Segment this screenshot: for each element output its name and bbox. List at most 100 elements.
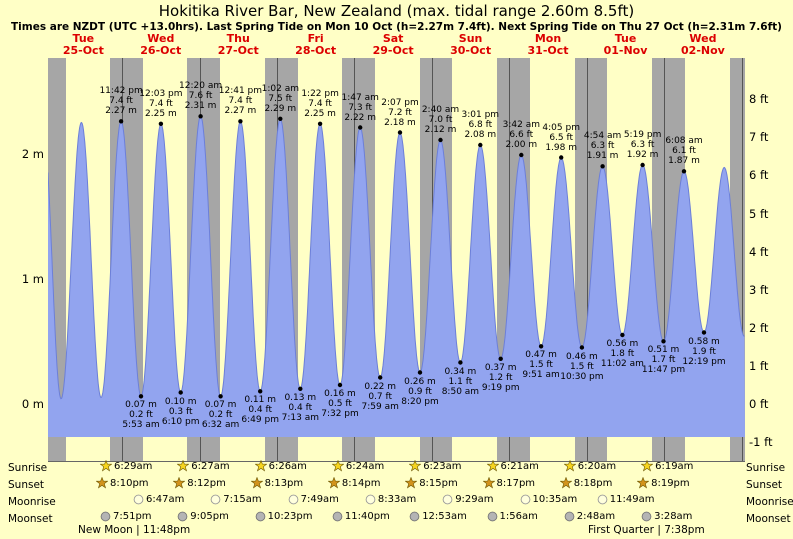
low-tide-dot xyxy=(620,332,625,338)
sunset-star-icon xyxy=(637,477,650,489)
high-tide-dot xyxy=(238,119,243,124)
sunrise-star-icon xyxy=(641,460,654,472)
sunset-entry: 8:15pm xyxy=(405,477,458,489)
moonrise-entry: 11:49am xyxy=(597,494,654,505)
row-label-sunrise-right: Sunrise xyxy=(746,462,786,474)
day-name: Tue xyxy=(614,32,637,45)
tide-label-line: 7.4 ft xyxy=(228,96,253,107)
tick-label-ft: 4 ft xyxy=(749,244,769,259)
moonset-entry: 12:53am xyxy=(409,511,467,522)
sunset-time: 8:13pm xyxy=(264,477,304,489)
tide-label-line: 1:47 am xyxy=(341,92,379,103)
low-tide-label: 0.22 m 0.7 ft 7:59 am xyxy=(362,382,399,412)
tick-label-ft: 1 ft xyxy=(749,358,769,373)
tide-label-line: 0.07 m xyxy=(204,400,237,411)
tide-label-line: 2.00 m xyxy=(505,140,538,150)
sunset-time: 8:14pm xyxy=(341,477,381,489)
tide-label-line: 1.8 ft xyxy=(610,349,635,359)
tide-label-line: 0.58 m xyxy=(688,336,720,347)
sunrise-time: 6:21am xyxy=(500,460,539,472)
tide-label-line: 2.27 m xyxy=(105,106,137,117)
moonset-entry: 10:23pm xyxy=(255,511,313,522)
tide-label-line: 1.98 m xyxy=(545,142,578,153)
tide-label-line: 2.22 m xyxy=(344,112,377,123)
tick-label-m: 1 m xyxy=(21,272,44,286)
tide-label-line: 1.5 ft xyxy=(529,360,553,371)
tide-label-line: 7.3 ft xyxy=(348,102,373,113)
day-label: Thu 27-Oct xyxy=(218,33,259,57)
tide-label-line: 2.25 m xyxy=(145,108,177,119)
tide-label-line: 7.4 ft xyxy=(308,98,332,109)
high-tide-dot xyxy=(198,114,203,119)
day-label: Wed 02-Nov xyxy=(681,33,725,57)
tick-label-m: 0 m xyxy=(21,397,44,411)
sunset-entry: 8:19pm xyxy=(637,477,690,489)
high-tide-label: 1:22 pm 7.4 ft 2.25 m xyxy=(301,89,339,119)
day-label: Tue 01-Nov xyxy=(604,33,648,57)
moonset-entry: 9:05pm xyxy=(177,511,229,522)
tick-label-ft: 6 ft xyxy=(749,168,769,183)
moonset-circle-icon xyxy=(332,511,343,522)
moon-phase-label: New Moon | 11:48pm xyxy=(78,524,191,536)
sunrise-time: 6:26am xyxy=(268,460,307,472)
tide-area-fill xyxy=(48,116,745,438)
moonrise-time: 10:35am xyxy=(532,494,578,505)
moonrise-entry: 7:15am xyxy=(210,494,262,505)
sunset-star-icon xyxy=(559,477,572,489)
low-tide-dot xyxy=(579,345,585,350)
tick-label-ft: -1 ft xyxy=(749,435,773,450)
day-name: Wed xyxy=(689,32,717,45)
sunrise-time: 6:24am xyxy=(345,460,385,472)
tide-label-line: 0.37 m xyxy=(484,362,517,373)
tide-label-line: 4:54 am xyxy=(583,131,622,142)
low-tide-dot xyxy=(458,360,463,365)
sunrise-star-icon xyxy=(563,460,576,472)
tide-label-line: 1.5 ft xyxy=(570,361,594,372)
high-tide-dot xyxy=(600,164,605,169)
moonrise-circle-icon xyxy=(210,494,221,505)
moonrise-entry: 8:33am xyxy=(365,494,416,505)
tick-label-ft: 0 ft xyxy=(749,397,769,411)
low-tide-label: 0.10 m 0.3 ft 6:10 pm xyxy=(162,397,200,427)
sunset-time: 8:12pm xyxy=(187,477,226,489)
moonset-time: 11:40pm xyxy=(344,511,390,522)
moon-phase-label: First Quarter | 7:38pm xyxy=(588,524,705,536)
day-label: Sat 29-Oct xyxy=(373,33,414,57)
tide-label-line: 1.9 ft xyxy=(692,346,716,357)
high-tide-label: 11:42 pm 7.4 ft 2.27 m xyxy=(99,86,142,116)
sunset-time: 8:10pm xyxy=(110,477,149,489)
sunrise-star-icon xyxy=(486,460,499,472)
moonset-circle-icon xyxy=(177,511,188,522)
moonrise-circle-icon xyxy=(365,494,376,505)
sunset-star-icon xyxy=(405,477,418,489)
low-tide-dot xyxy=(218,394,223,399)
tide-label-line: 7.6 ft xyxy=(188,91,213,102)
tide-label-line: 0.11 m xyxy=(244,395,277,406)
low-tide-label: 0.26 m 0.9 ft 8:20 pm xyxy=(401,377,439,407)
tick-label-ft: 8 ft xyxy=(749,92,769,107)
sunset-star-icon xyxy=(173,477,186,489)
moonset-time: 12:53am xyxy=(422,511,467,522)
tide-label-line: 2.25 m xyxy=(304,108,336,119)
day-date: 02-Nov xyxy=(681,44,725,57)
tide-label-line: 0.4 ft xyxy=(248,405,273,416)
day-separator-line xyxy=(509,58,511,461)
day-separator-line xyxy=(741,58,743,461)
low-tide-label: 0.07 m 0.2 ft 5:53 am xyxy=(122,400,159,430)
low-tide-label: 0.46 m 1.5 ft 10:30 pm xyxy=(560,352,603,382)
day-date: 31-Oct xyxy=(527,44,569,57)
sunset-time: 8:18pm xyxy=(573,477,613,489)
moonset-circle-icon xyxy=(487,511,498,522)
tide-label-line: 2.31 m xyxy=(184,101,217,112)
tick-label-ft: 2 ft xyxy=(749,320,769,335)
tide-label-line: 6:32 am xyxy=(201,420,240,431)
day-label: Fri 28-Oct xyxy=(295,33,336,57)
tide-label-line: 0.7 ft xyxy=(368,391,393,402)
tide-label-line: 2.12 m xyxy=(424,125,457,135)
tide-label-line: 7:13 am xyxy=(281,412,319,423)
tide-label-line: 7.4 ft xyxy=(109,96,133,107)
high-tide-dot xyxy=(519,152,524,158)
row-label-sunset-right: Sunset xyxy=(746,479,783,491)
tide-label-line: 11:02 am xyxy=(600,359,644,369)
day-name: Mon xyxy=(534,32,562,45)
